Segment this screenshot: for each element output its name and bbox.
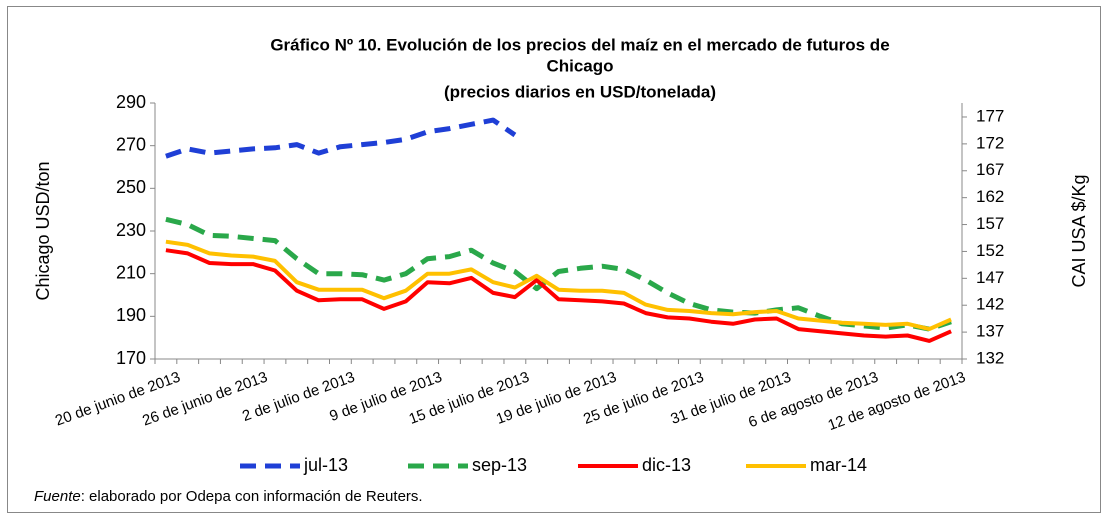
y-tick-label: 170 (116, 348, 146, 368)
y2-tick-label: 142 (976, 295, 1004, 314)
y2-tick-label: 152 (976, 241, 1004, 260)
footnote: Fuente: elaborado por Odepa con informac… (34, 488, 423, 505)
y2-tick-label: 177 (976, 106, 1004, 125)
footnote-label: Fuente (34, 488, 81, 505)
y-tick-label: 210 (116, 262, 146, 282)
legend-label: mar-14 (810, 455, 867, 475)
y2-tick-label: 167 (976, 160, 1004, 179)
y-tick-label: 250 (116, 177, 146, 197)
chart-subtitle: (precios diarios en USD/tonelada) (444, 82, 716, 101)
y2-tick-label: 172 (976, 133, 1004, 152)
chart-title: Gráfico Nº 10. Evolución de los precios … (270, 35, 889, 54)
series-line (165, 239, 952, 332)
y-tick-label: 270 (116, 134, 146, 154)
y2-tick-label: 132 (976, 348, 1004, 367)
y2-axis-label: CAI USA $/Kg (1069, 174, 1089, 287)
y-tick-label: 190 (116, 305, 146, 325)
chart-title: Chicago (546, 56, 613, 75)
series-line (165, 248, 952, 343)
footnote-text: : elaborado por Odepa con información de… (81, 488, 423, 505)
y2-tick-label: 137 (976, 322, 1004, 341)
y2-tick-label: 147 (976, 268, 1004, 287)
legend-label: dic-13 (642, 455, 691, 475)
y-tick-label: 230 (116, 220, 146, 240)
y2-tick-label: 157 (976, 214, 1004, 233)
legend-label: jul-13 (303, 455, 348, 475)
series-line (165, 117, 517, 159)
y-tick-label: 290 (116, 92, 146, 112)
y2-tick-label: 162 (976, 187, 1004, 206)
chart-frame (7, 6, 1101, 513)
series-line (165, 216, 952, 332)
legend-label: sep-13 (472, 455, 527, 475)
y-axis-label: Chicago USD/ton (33, 161, 53, 300)
